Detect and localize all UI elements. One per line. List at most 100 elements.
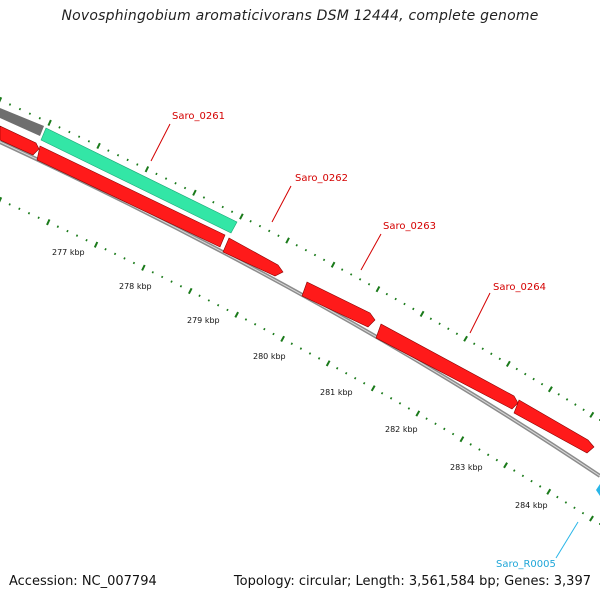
leader-line-r0005 bbox=[555, 521, 579, 559]
outer-minor-tick bbox=[18, 107, 22, 111]
inner-minor-tick bbox=[113, 252, 117, 256]
inner-minor-tick bbox=[336, 367, 339, 370]
inner-minor-tick bbox=[37, 216, 40, 219]
genome-backbone bbox=[0, 140, 600, 478]
outer-minor-tick bbox=[87, 140, 91, 143]
cds-arrow-0264a bbox=[375, 323, 519, 410]
inner-major-tick bbox=[0, 196, 3, 203]
outer-minor-tick bbox=[68, 130, 71, 134]
outer-minor-tick bbox=[322, 258, 326, 262]
inner-minor-tick bbox=[253, 323, 257, 326]
outer-minor-tick bbox=[230, 210, 234, 213]
outer-minor-tick bbox=[313, 253, 317, 257]
inner-minor-tick bbox=[263, 327, 266, 331]
gene-label-saro-0263: Saro_0263 bbox=[383, 221, 436, 232]
outer-minor-tick bbox=[498, 357, 501, 361]
outer-minor-tick bbox=[155, 172, 158, 176]
outer-minor-tick bbox=[473, 342, 476, 346]
cds-arrow-left bbox=[0, 125, 40, 156]
inner-minor-tick bbox=[299, 347, 303, 350]
inner-minor-tick bbox=[18, 207, 21, 211]
outer-major-tick bbox=[0, 96, 3, 103]
outer-minor-tick bbox=[295, 244, 298, 247]
outer-minor-tick bbox=[358, 278, 362, 281]
genome-summary-text: Topology: circular; Length: 3,561,584 bp… bbox=[233, 574, 591, 589]
inner-minor-tick bbox=[425, 417, 428, 420]
inner-minor-tick bbox=[132, 261, 136, 265]
inner-minor-tick bbox=[478, 448, 481, 451]
genome-backbone-highlight bbox=[0, 141, 600, 477]
leader-line-0263 bbox=[360, 233, 382, 271]
outer-minor-tick bbox=[164, 177, 168, 180]
inner-major-tick bbox=[325, 360, 331, 367]
outer-minor-tick bbox=[540, 382, 544, 386]
inner-major-tick bbox=[370, 385, 376, 392]
inner-minor-tick bbox=[513, 469, 516, 472]
outer-minor-tick bbox=[403, 302, 406, 306]
cds-arrow-0264b bbox=[513, 399, 595, 454]
outer-minor-tick bbox=[557, 393, 560, 396]
inner-minor-tick bbox=[530, 479, 533, 483]
outer-minor-tick bbox=[565, 398, 569, 401]
cds-arrow-0262 bbox=[222, 237, 284, 277]
outer-minor-tick bbox=[438, 322, 441, 326]
outer-minor-tick bbox=[481, 347, 484, 351]
inner-tick-row bbox=[0, 196, 600, 525]
inner-major-tick bbox=[93, 241, 99, 248]
outer-major-tick bbox=[96, 142, 101, 150]
inner-minor-tick bbox=[104, 248, 107, 251]
inner-minor-tick bbox=[486, 453, 490, 457]
leader-line-0262 bbox=[271, 185, 292, 223]
outer-minor-tick bbox=[447, 327, 450, 331]
inner-minor-tick bbox=[75, 234, 79, 237]
outer-minor-tick bbox=[277, 234, 280, 237]
trna-feature bbox=[596, 484, 600, 496]
inner-minor-tick bbox=[389, 397, 393, 400]
kbp-label-278: 278 kbp bbox=[119, 282, 152, 291]
inner-minor-tick bbox=[538, 485, 542, 488]
inner-minor-tick bbox=[226, 308, 229, 312]
inner-major-tick bbox=[141, 264, 146, 271]
inner-minor-tick bbox=[407, 407, 411, 410]
inner-major-tick bbox=[280, 335, 285, 342]
outer-minor-tick bbox=[126, 158, 129, 162]
outer-major-tick bbox=[547, 386, 553, 393]
inner-minor-tick bbox=[564, 501, 568, 504]
inner-major-tick bbox=[234, 311, 239, 318]
inner-minor-tick bbox=[556, 495, 559, 499]
inner-minor-tick bbox=[85, 238, 88, 242]
outer-minor-tick bbox=[221, 205, 224, 209]
outer-minor-tick bbox=[515, 367, 518, 371]
inner-minor-tick bbox=[123, 257, 126, 260]
inner-minor-tick bbox=[170, 280, 173, 283]
outer-minor-tick bbox=[532, 377, 535, 381]
inner-minor-tick bbox=[354, 376, 357, 380]
outer-minor-tick bbox=[385, 292, 389, 296]
inner-major-tick bbox=[46, 218, 51, 226]
inner-minor-tick bbox=[434, 422, 437, 426]
kbp-label-280: 280 kbp bbox=[253, 352, 286, 361]
outer-minor-tick bbox=[349, 273, 353, 276]
outer-major-tick bbox=[144, 166, 150, 173]
cds-arrow-0261 bbox=[36, 145, 226, 248]
outer-minor-tick bbox=[249, 220, 252, 223]
inner-minor-tick bbox=[8, 203, 11, 206]
outer-minor-tick bbox=[38, 116, 41, 120]
outer-minor-tick bbox=[136, 163, 139, 166]
outer-minor-tick bbox=[8, 103, 12, 106]
outer-minor-tick bbox=[394, 297, 397, 301]
gene-label-saro-r0005: Saro_R0005 bbox=[496, 559, 556, 570]
outer-tick-row bbox=[0, 96, 600, 421]
inner-minor-tick bbox=[308, 352, 312, 355]
outer-minor-tick bbox=[107, 149, 110, 152]
inner-minor-tick bbox=[451, 432, 455, 436]
outer-major-tick bbox=[375, 286, 381, 293]
outer-minor-tick bbox=[340, 268, 344, 271]
outer-minor-tick bbox=[212, 200, 215, 204]
inner-minor-tick bbox=[207, 299, 211, 302]
inner-minor-tick bbox=[363, 381, 366, 385]
inner-major-tick bbox=[503, 462, 508, 469]
inner-major-tick bbox=[589, 515, 594, 522]
outer-minor-tick bbox=[174, 182, 177, 185]
